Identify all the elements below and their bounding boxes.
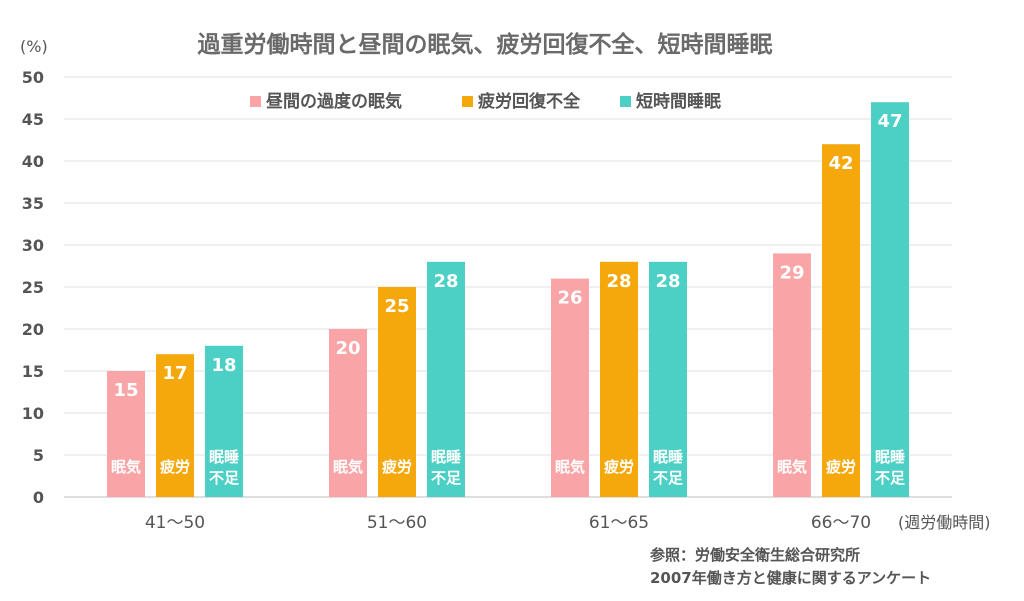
bar xyxy=(107,371,145,497)
chart-title: 過重労働時間と昼間の眠気、疲労回復不全、短時間睡眠 xyxy=(198,31,773,58)
legend-label: 疲労回復不全 xyxy=(478,91,581,112)
bar-value-label: 17 xyxy=(162,363,187,384)
legend-swatch xyxy=(620,96,631,107)
bar-series-label: 眠気 xyxy=(111,458,141,476)
bar-series-label: 疲労 xyxy=(604,458,634,476)
bar xyxy=(378,287,416,497)
bar-series-label: 眠睡 xyxy=(209,448,239,466)
y-axis-unit: (%) xyxy=(20,37,48,56)
y-tick-label: 15 xyxy=(22,362,44,381)
bar-value-label: 28 xyxy=(655,271,680,292)
y-tick-label: 25 xyxy=(22,278,44,297)
y-tick-label: 5 xyxy=(33,446,44,465)
bar-series-label: 不足 xyxy=(209,469,240,487)
bar-series-label: 眠睡 xyxy=(431,448,461,466)
y-axis-ticks: 0 5 10 15 20 25 30 35 40 45 50 xyxy=(22,68,44,507)
bar xyxy=(871,102,909,497)
bar xyxy=(822,144,860,497)
bar-value-label: 28 xyxy=(606,271,631,292)
legend-label: 昼間の過度の眠気 xyxy=(266,91,402,112)
bar xyxy=(773,253,811,497)
x-tick-label: 41〜50 xyxy=(145,513,205,533)
bar xyxy=(156,354,194,497)
bar xyxy=(427,261,465,497)
bar-series-label: 眠睡 xyxy=(875,448,905,466)
bar-series-label: 不足 xyxy=(653,469,684,487)
bar-value-label: 42 xyxy=(828,153,853,174)
x-axis-ticks: 41〜50 51〜60 61〜65 66〜70 xyxy=(145,513,871,533)
bar-value-label: 25 xyxy=(384,296,409,317)
bar-series-label: 疲労 xyxy=(826,458,856,476)
bar-series-label: 疲労 xyxy=(382,458,412,476)
bar-value-label: 28 xyxy=(433,271,458,292)
y-tick-label: 40 xyxy=(22,152,44,171)
bar-series-label: 眠気 xyxy=(777,458,807,476)
y-tick-label: 30 xyxy=(22,236,44,255)
source-line-2: 2007年働き方と健康に関するアンケート xyxy=(650,569,931,587)
bar-series-label: 眠気 xyxy=(555,458,585,476)
x-axis-label: (週労働時間) xyxy=(898,513,991,532)
bar-value-label: 15 xyxy=(113,380,138,401)
y-tick-label: 50 xyxy=(22,68,44,87)
x-tick-label: 61〜65 xyxy=(589,513,649,533)
legend-swatch xyxy=(462,96,473,107)
grid xyxy=(64,76,952,498)
bar-series-label: 不足 xyxy=(431,469,462,487)
y-tick-label: 35 xyxy=(22,194,44,213)
bar xyxy=(551,278,589,497)
y-tick-label: 45 xyxy=(22,110,44,129)
bar xyxy=(600,261,638,497)
bar-value-label: 20 xyxy=(335,338,360,359)
legend-label: 短時間睡眠 xyxy=(636,91,721,112)
y-tick-label: 20 xyxy=(22,320,44,339)
bar-series-label: 眠気 xyxy=(333,458,363,476)
bar xyxy=(649,261,687,497)
bar xyxy=(205,345,243,497)
x-tick-label: 66〜70 xyxy=(811,513,871,533)
bar-value-label: 47 xyxy=(877,111,902,132)
bar xyxy=(329,329,367,497)
y-tick-label: 0 xyxy=(33,488,44,507)
legend: 昼間の過度の眠気 疲労回復不全 短時間睡眠 xyxy=(250,91,721,112)
bar-value-label: 29 xyxy=(779,262,804,283)
legend-swatch xyxy=(250,96,261,107)
x-tick-label: 51〜60 xyxy=(367,513,427,533)
bar-series-label: 疲労 xyxy=(160,458,190,476)
bar-value-label: 26 xyxy=(557,288,582,309)
bar-value-label: 18 xyxy=(211,355,236,376)
bar-series-label: 眠睡 xyxy=(653,448,683,466)
y-tick-label: 10 xyxy=(22,404,44,423)
bar-series-label: 不足 xyxy=(875,469,906,487)
source-line-1: 参照：労働安全衛生総合研究所 xyxy=(650,546,860,564)
